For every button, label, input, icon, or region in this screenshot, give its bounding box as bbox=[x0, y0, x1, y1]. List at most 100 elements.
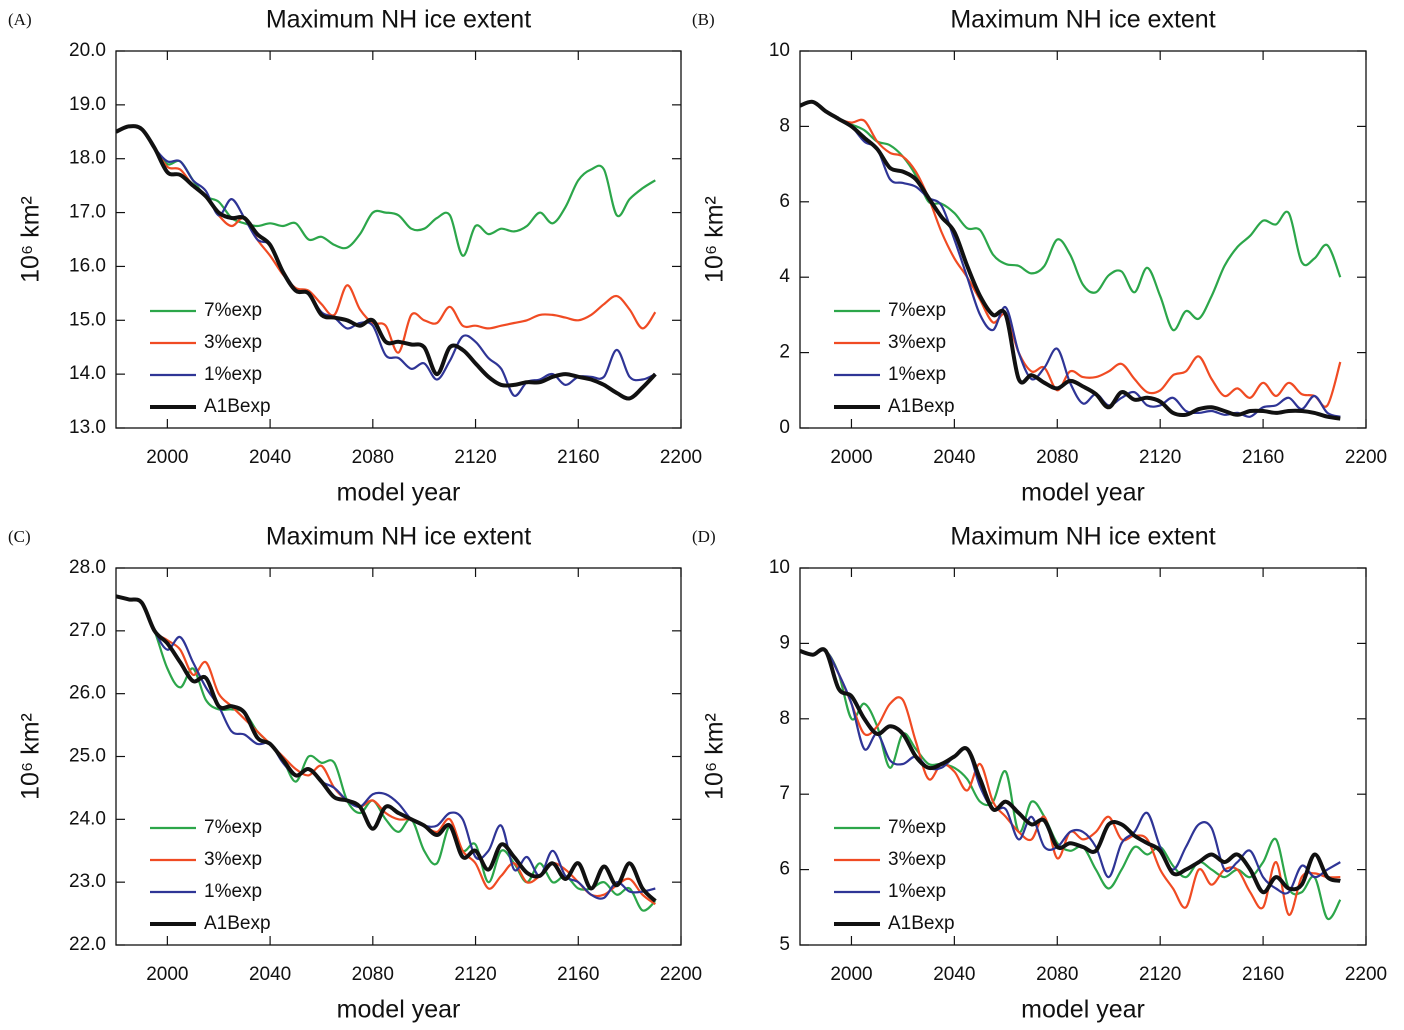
plot-frame bbox=[115, 567, 682, 946]
series-line bbox=[800, 649, 1342, 921]
legend-label: 1%exp bbox=[888, 881, 946, 902]
y-tick-label: 14.0 bbox=[69, 363, 106, 384]
y-tick-label: 13.0 bbox=[69, 417, 106, 438]
y-tick-label: 4 bbox=[779, 266, 790, 287]
plot-frame bbox=[799, 567, 1367, 946]
y-tick-label: 5 bbox=[779, 934, 790, 955]
legend-label: 3%exp bbox=[204, 332, 262, 353]
y-tick-label: 22.0 bbox=[69, 934, 106, 955]
y-tick-label: 24.0 bbox=[69, 808, 106, 829]
y-axis-label: 10⁶ km² bbox=[701, 713, 729, 800]
y-tick-label: 23.0 bbox=[69, 871, 106, 892]
plot-frame bbox=[799, 50, 1367, 429]
y-tick-label: 19.0 bbox=[69, 94, 106, 115]
x-tick-label: 2200 bbox=[660, 964, 702, 985]
chart-title: Maximum NH ice extent bbox=[950, 523, 1215, 551]
x-tick-label: 2040 bbox=[249, 447, 291, 468]
series-line bbox=[116, 595, 656, 906]
chart-title: Maximum NH ice extent bbox=[266, 6, 531, 34]
series-line bbox=[800, 649, 1341, 895]
y-tick-label: 0 bbox=[779, 417, 790, 438]
legend-label: 3%exp bbox=[204, 849, 262, 870]
y-tick-label: 10 bbox=[769, 40, 790, 61]
series-line bbox=[116, 124, 657, 401]
legend-label: 7%exp bbox=[888, 817, 946, 838]
x-tick-label: 2200 bbox=[1345, 447, 1387, 468]
x-tick-label: 2160 bbox=[557, 964, 599, 985]
legend-label: 3%exp bbox=[888, 849, 946, 870]
x-tick-label: 2080 bbox=[1036, 964, 1078, 985]
x-axis-label: model year bbox=[337, 996, 461, 1024]
legend-label: 3%exp bbox=[888, 332, 946, 353]
y-tick-label: 15.0 bbox=[69, 309, 106, 330]
y-tick-label: 25.0 bbox=[69, 746, 106, 767]
y-axis-label: 10⁶ km² bbox=[17, 713, 45, 800]
y-tick-label: 8 bbox=[779, 115, 790, 136]
legend-label: A1Bexp bbox=[888, 396, 955, 417]
legend-label: A1Bexp bbox=[888, 913, 955, 934]
plot-frame bbox=[115, 50, 682, 429]
series-line bbox=[800, 100, 1342, 408]
y-axis-label: 10⁶ km² bbox=[17, 196, 45, 283]
y-axis-label: 10⁶ km² bbox=[701, 196, 729, 283]
y-tick-label: 18.0 bbox=[69, 148, 106, 169]
y-tick-label: 7 bbox=[779, 783, 790, 804]
legend-label: 1%exp bbox=[888, 364, 946, 385]
y-tick-label: 10 bbox=[769, 557, 790, 578]
x-tick-label: 2000 bbox=[830, 447, 872, 468]
y-tick-label: 2 bbox=[779, 342, 790, 363]
legend-label: 7%exp bbox=[204, 817, 262, 838]
x-axis-label: model year bbox=[1021, 996, 1145, 1024]
x-tick-label: 2160 bbox=[1242, 447, 1284, 468]
series-line bbox=[800, 99, 1341, 421]
panel-label: (A) bbox=[8, 10, 32, 29]
y-tick-label: 26.0 bbox=[69, 683, 106, 704]
series-line bbox=[116, 594, 657, 903]
series-line bbox=[116, 125, 657, 354]
x-tick-label: 2000 bbox=[830, 964, 872, 985]
x-tick-label: 2000 bbox=[146, 447, 188, 468]
legend-label: 7%exp bbox=[204, 300, 262, 321]
x-tick-label: 2040 bbox=[933, 964, 975, 985]
x-tick-label: 2080 bbox=[352, 447, 394, 468]
legend-label: 7%exp bbox=[888, 300, 946, 321]
series-line bbox=[800, 100, 1341, 418]
x-tick-label: 2080 bbox=[1036, 447, 1078, 468]
panel-label: (B) bbox=[692, 10, 715, 29]
x-tick-label: 2080 bbox=[352, 964, 394, 985]
legend-label: 1%exp bbox=[204, 881, 262, 902]
x-tick-label: 2200 bbox=[660, 447, 702, 468]
y-tick-label: 20.0 bbox=[69, 40, 106, 61]
chart-title: Maximum NH ice extent bbox=[266, 523, 531, 551]
legend-label: A1Bexp bbox=[204, 913, 271, 934]
x-tick-label: 2120 bbox=[1139, 447, 1181, 468]
x-tick-label: 2160 bbox=[557, 447, 599, 468]
y-tick-label: 16.0 bbox=[69, 255, 106, 276]
series-line bbox=[116, 125, 656, 397]
x-tick-label: 2040 bbox=[249, 964, 291, 985]
legend-label: 1%exp bbox=[204, 364, 262, 385]
x-tick-label: 2160 bbox=[1242, 964, 1284, 985]
chart-title: Maximum NH ice extent bbox=[950, 6, 1215, 34]
y-tick-label: 8 bbox=[779, 708, 790, 729]
x-tick-label: 2120 bbox=[454, 447, 496, 468]
x-tick-label: 2040 bbox=[933, 447, 975, 468]
y-tick-label: 17.0 bbox=[69, 202, 106, 223]
y-tick-label: 27.0 bbox=[69, 620, 106, 641]
series-line bbox=[116, 595, 656, 900]
y-tick-label: 9 bbox=[779, 632, 790, 653]
x-tick-label: 2120 bbox=[454, 964, 496, 985]
x-axis-label: model year bbox=[1021, 479, 1145, 507]
x-tick-label: 2120 bbox=[1139, 964, 1181, 985]
panel-label: (C) bbox=[8, 527, 31, 546]
legend-label: A1Bexp bbox=[204, 396, 271, 417]
series-line bbox=[800, 649, 1341, 916]
y-tick-label: 6 bbox=[779, 191, 790, 212]
x-tick-label: 2000 bbox=[146, 964, 188, 985]
series-line bbox=[800, 647, 1341, 895]
x-tick-label: 2200 bbox=[1345, 964, 1387, 985]
panel-label: (D) bbox=[692, 527, 716, 546]
series-line bbox=[800, 100, 1342, 332]
x-axis-label: model year bbox=[337, 479, 461, 507]
